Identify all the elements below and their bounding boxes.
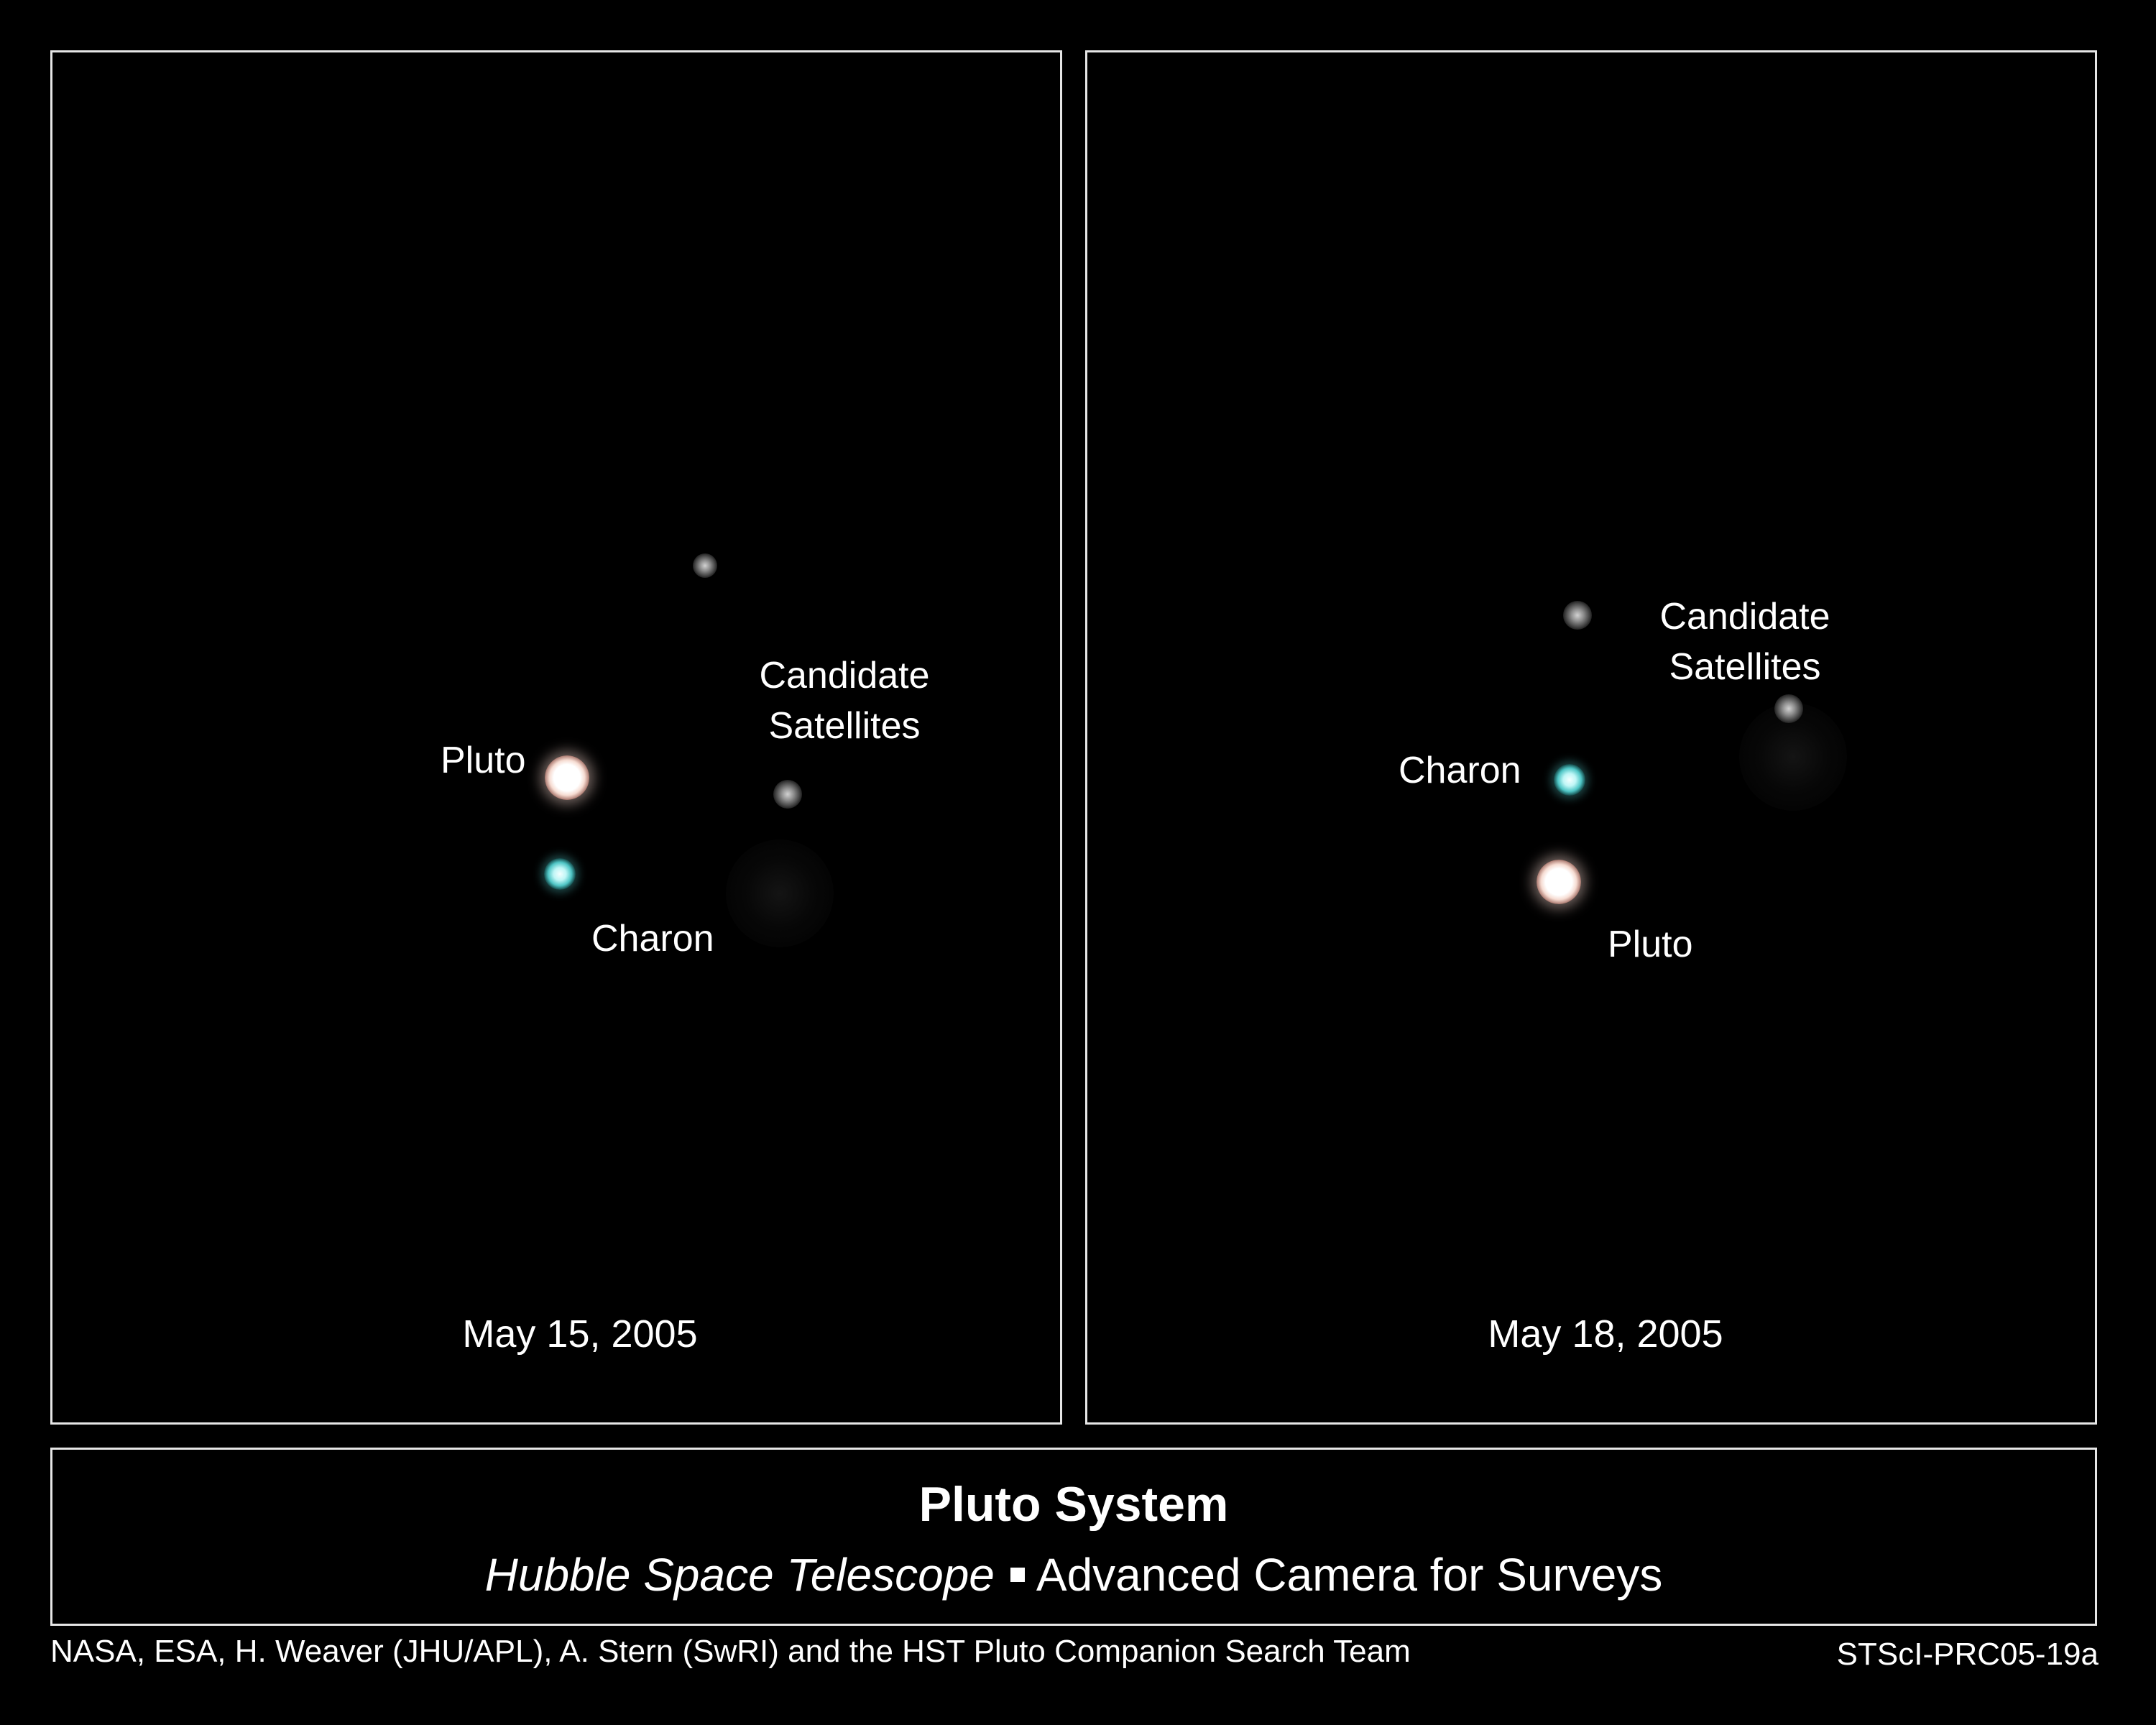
observation-date: May 18, 2005 [1488, 1312, 1723, 1356]
instrument-subtitle: Hubble Space Telescope Advanced Camera fo… [52, 1546, 2095, 1604]
candidate-satellites-label-line2: Satellites [1669, 646, 1821, 688]
image-id: STScI-PRC05-19a [1836, 1637, 2099, 1672]
charon-body [1554, 764, 1585, 796]
image-panel-may-18: Charon Pluto Candidate Satellites May 18… [1085, 50, 2097, 1425]
candidate-satellites-label-line1: Candidate [1659, 596, 1830, 638]
instrument-name: Advanced Camera for Surveys [1036, 1549, 1663, 1601]
pluto-body [1537, 860, 1581, 904]
separator-square-icon [1010, 1568, 1025, 1582]
charon-label: Charon [591, 918, 714, 960]
main-title: Pluto System [918, 1477, 1229, 1532]
image-credit: NASA, ESA, H. Weaver (JHU/APL), A. Stern… [50, 1634, 1411, 1669]
charon-label: Charon [1399, 750, 1521, 791]
pluto-label: Pluto [1608, 924, 1693, 965]
charon-body [544, 858, 576, 890]
candidate-satellite-lower [773, 780, 802, 809]
image-panel-may-15: Pluto Charon Candidate Satellites May 15… [50, 50, 1062, 1425]
candidate-satellite-right [1774, 694, 1803, 723]
pluto-label: Pluto [441, 740, 526, 781]
faint-background-glow [726, 840, 834, 947]
observation-date: May 15, 2005 [462, 1312, 698, 1356]
telescope-name: Hubble Space Telescope [484, 1549, 995, 1601]
candidate-satellite-upper [1563, 601, 1592, 630]
candidate-satellite-upper [693, 553, 717, 578]
pluto-body [545, 755, 589, 800]
title-box: Pluto System Hubble Space Telescope Advan… [50, 1448, 2097, 1626]
candidate-satellites-label-line1: Candidate [759, 655, 930, 696]
candidate-satellites-label-line2: Satellites [768, 705, 921, 747]
